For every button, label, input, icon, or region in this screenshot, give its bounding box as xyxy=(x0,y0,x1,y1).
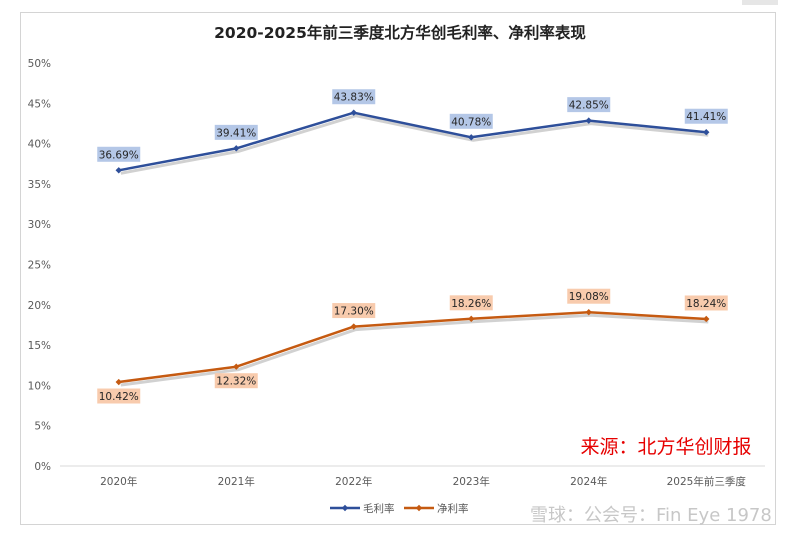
data-label-box xyxy=(567,288,611,304)
series-line-gross-margin xyxy=(118,111,707,172)
data-label-box xyxy=(684,108,728,124)
data-point-marker xyxy=(703,129,710,136)
data-point-marker xyxy=(468,315,475,323)
x-tick-label: 2023年 xyxy=(453,475,490,488)
data-label: 12.32% xyxy=(216,376,256,388)
data-label: 19.08% xyxy=(569,291,609,303)
data-label-box xyxy=(684,295,728,311)
data-label: 39.41% xyxy=(216,127,256,139)
y-tick-label: 25% xyxy=(28,260,51,272)
data-point-marker xyxy=(233,145,240,152)
data-point-marker xyxy=(115,167,122,174)
x-tick-label: 2025年前三季度 xyxy=(667,475,747,488)
data-label-box xyxy=(567,97,611,113)
data-label-box xyxy=(97,388,141,404)
data-label: 17.30% xyxy=(334,306,374,318)
y-tick-label: 50% xyxy=(28,58,51,70)
y-tick-label: 10% xyxy=(28,380,51,392)
chart-frame xyxy=(20,12,776,525)
series-line-shadow xyxy=(120,313,709,387)
x-tick-label: 2022年 xyxy=(335,475,372,488)
data-label-box xyxy=(214,124,258,140)
y-tick-label: 20% xyxy=(28,300,51,312)
series-line-shadow xyxy=(120,114,709,175)
data-label: 40.78% xyxy=(451,116,491,128)
data-label: 18.26% xyxy=(451,298,491,310)
y-tick-label: 5% xyxy=(34,421,51,433)
data-label: 42.85% xyxy=(569,100,609,112)
data-label-box xyxy=(449,113,493,129)
x-tick-label: 2021年 xyxy=(218,475,255,488)
legend-label: 毛利率 xyxy=(363,502,395,515)
source-note: 来源：北方华创财报 xyxy=(580,436,751,458)
data-point-marker xyxy=(585,117,592,124)
watermark: 雪球：公会号：Fin Eye 1978 xyxy=(530,505,772,526)
top-edge-mark xyxy=(742,0,778,5)
legend-marker xyxy=(415,504,423,512)
data-label-box xyxy=(332,303,376,319)
data-label-box xyxy=(449,295,493,311)
y-tick-label: 15% xyxy=(28,340,51,352)
data-label: 10.42% xyxy=(99,391,139,403)
data-point-marker xyxy=(585,309,592,316)
y-tick-label: 40% xyxy=(28,139,51,151)
legend-marker xyxy=(341,504,349,512)
data-label: 18.24% xyxy=(686,298,726,310)
data-label-box xyxy=(214,373,258,389)
x-tick-label: 2020年 xyxy=(100,475,137,488)
y-tick-label: 0% xyxy=(34,461,51,473)
data-point-marker xyxy=(233,363,240,370)
data-label-box xyxy=(97,146,141,162)
data-label: 41.41% xyxy=(686,111,726,123)
legend-label: 净利率 xyxy=(437,502,469,515)
data-label-box xyxy=(332,89,376,105)
data-label: 43.83% xyxy=(334,92,374,104)
series-line-net-margin xyxy=(118,310,707,384)
chart-title: 2020-2025年前三季度北方华创毛利率、净利率表现 xyxy=(214,23,586,42)
data-point-marker xyxy=(468,134,475,141)
data-label: 36.69% xyxy=(99,149,139,161)
data-point-marker xyxy=(350,109,357,116)
x-tick-label: 2024年 xyxy=(570,475,607,488)
y-tick-label: 35% xyxy=(28,179,51,191)
y-tick-label: 45% xyxy=(28,98,51,110)
data-point-marker xyxy=(350,323,357,330)
data-point-marker xyxy=(115,378,122,386)
data-point-marker xyxy=(703,315,710,323)
y-tick-label: 30% xyxy=(28,219,51,231)
